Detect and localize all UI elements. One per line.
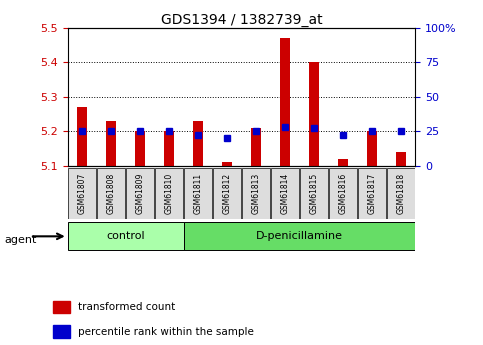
Text: GSM61818: GSM61818 [397,173,405,214]
Bar [53,301,70,313]
FancyBboxPatch shape [98,168,125,219]
Bar [193,121,203,166]
FancyBboxPatch shape [358,168,385,219]
Text: GSM61812: GSM61812 [223,173,231,214]
Text: GSM61816: GSM61816 [339,173,347,214]
Text: GSM61810: GSM61810 [165,173,173,214]
Bar [135,131,145,166]
Text: GSM61807: GSM61807 [78,173,86,214]
Bar [251,128,261,166]
Bar [53,325,70,338]
Bar [280,38,290,166]
Text: GSM61811: GSM61811 [194,173,202,214]
Bar [222,162,232,166]
Text: GSM61809: GSM61809 [136,173,144,214]
Bar [106,121,116,166]
Text: GSM61817: GSM61817 [368,173,376,214]
Bar [396,152,406,166]
FancyBboxPatch shape [300,168,327,219]
FancyBboxPatch shape [156,168,183,219]
Text: GSM61813: GSM61813 [252,173,260,214]
FancyBboxPatch shape [69,168,96,219]
FancyBboxPatch shape [329,168,356,219]
Bar [338,159,348,166]
Text: control: control [106,231,145,241]
FancyBboxPatch shape [184,223,415,250]
FancyBboxPatch shape [127,168,154,219]
Text: GSM61815: GSM61815 [310,173,318,214]
Text: transformed count: transformed count [78,302,175,312]
Text: GSM61814: GSM61814 [281,173,289,214]
Bar [77,107,87,166]
Bar [164,131,174,166]
Bar [367,131,377,166]
FancyBboxPatch shape [271,168,298,219]
Bar [309,62,319,166]
FancyBboxPatch shape [68,223,184,250]
Text: GSM61808: GSM61808 [107,173,115,214]
Title: GDS1394 / 1382739_at: GDS1394 / 1382739_at [161,12,322,27]
Text: percentile rank within the sample: percentile rank within the sample [78,327,254,337]
Text: D-penicillamine: D-penicillamine [256,231,343,241]
FancyBboxPatch shape [242,168,270,219]
FancyBboxPatch shape [185,168,212,219]
Text: agent: agent [5,235,37,245]
FancyBboxPatch shape [213,168,241,219]
FancyBboxPatch shape [387,168,414,219]
